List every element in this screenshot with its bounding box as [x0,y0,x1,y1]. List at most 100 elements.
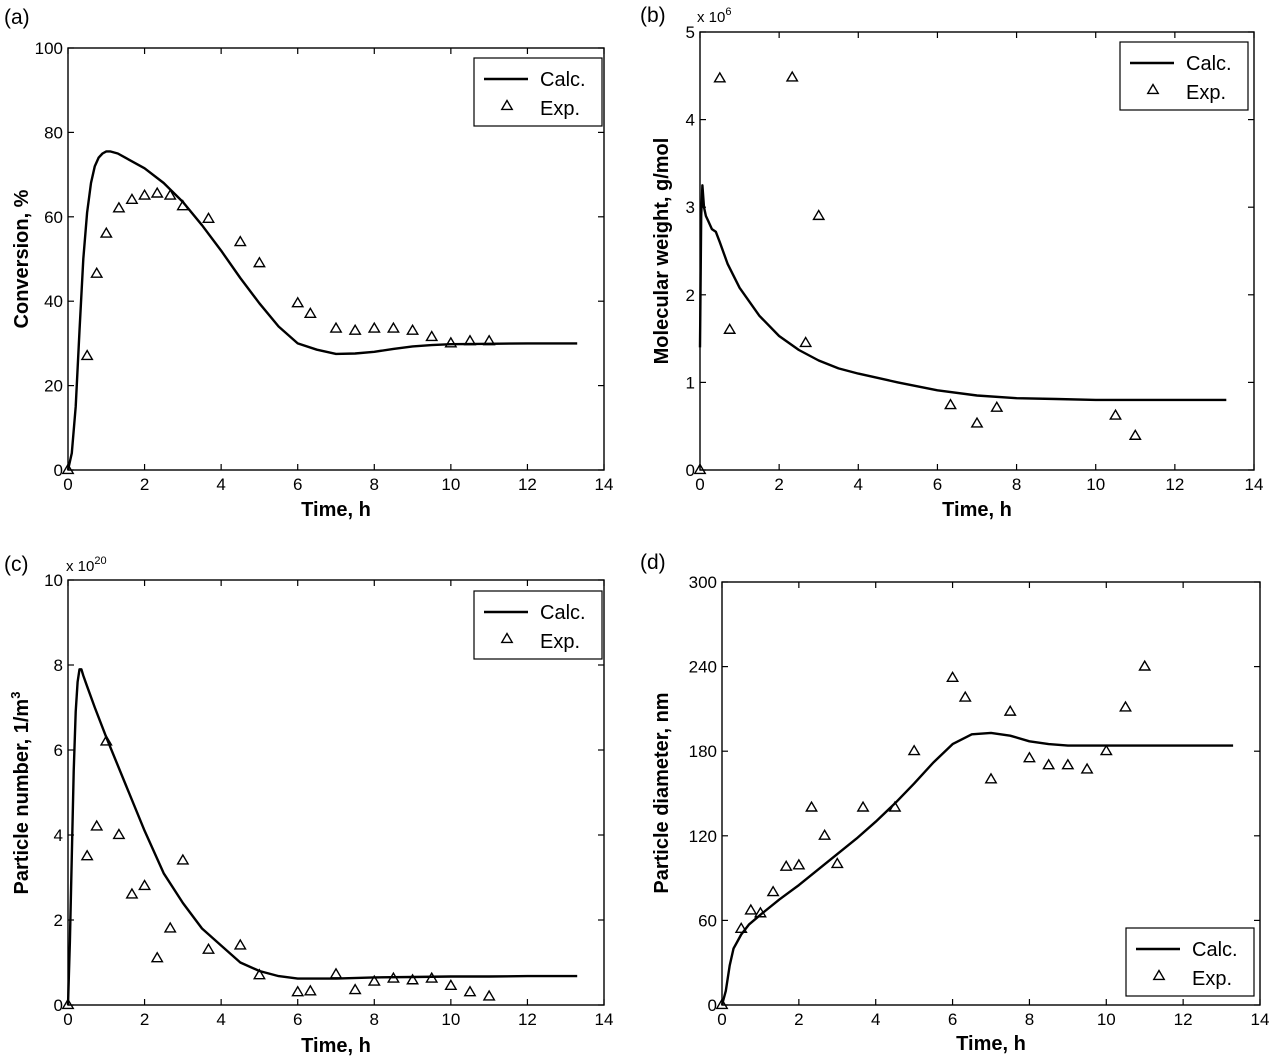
legend-box [1119,41,1249,111]
exp-point [984,772,998,784]
panel-label: (a) [4,6,30,29]
exp-point [348,323,362,335]
exp-point [329,321,343,333]
y-tick-label: 60 [44,208,63,227]
series-calc-line [698,184,1227,402]
legend: Calc. Exp. [473,57,603,127]
exp-point [818,828,832,840]
x-tick-label: 0 [695,475,704,494]
legend-entry-calc: Calc. [540,602,586,624]
legend-entry-exp: Exp. [1186,82,1226,104]
exp-point [291,985,305,997]
exp-point [715,998,729,1010]
y-tick-label: 6 [54,741,63,760]
exp-point [112,828,126,840]
x-tick-label: 10 [1086,475,1105,494]
axis-multiplier: x 1020 [66,555,107,575]
exp-point [693,463,707,475]
axis-multiplier-exponent: 6 [725,6,731,18]
legend-entry-exp: Exp. [1192,968,1232,990]
exp-point [202,212,215,224]
exp-point [163,921,177,933]
legend-entry-calc: Calc. [540,69,586,91]
exp-point [303,306,317,318]
exp-point [799,336,813,348]
y-tick-label: 5 [686,23,695,42]
x-tick-label: 8 [1012,475,1021,494]
x-tick-label: 14 [1251,1010,1269,1029]
y-tick-label: 100 [35,39,63,58]
legend-marker-swatch [500,632,514,644]
y-tick-label: 0 [708,996,717,1015]
series-calc-line [66,150,578,471]
y-tick-label: 10 [44,571,63,590]
x-tick-label: 0 [717,1010,726,1029]
x-tick-label: 8 [1025,1010,1034,1029]
y-tick-label: 0 [54,461,63,480]
panel-label: (d) [640,551,666,574]
y-tick-label: 20 [44,377,63,396]
panel-a: (a) 0 2 4 6 8 10 12 14 0 20 40 60 80 100 Time, h Convers… [4,6,613,521]
exp-point [723,322,737,334]
exp-point [99,734,113,746]
y-tick-label: 0 [686,461,695,480]
exp-point [970,416,984,428]
y-axis-label: Molecular weight, g/mol [651,138,673,365]
y-tick-label: 4 [686,111,695,130]
exp-point [61,463,75,475]
legend-marker-swatch [1146,83,1160,95]
exp-point [406,323,420,335]
legend-marker-swatch [500,99,514,111]
exp-point [150,951,164,963]
y-tick-label: 3 [686,198,695,217]
exp-point [753,906,767,918]
exp-point [1042,758,1056,770]
y-tick-label: 240 [689,658,717,677]
exp-point [958,690,972,702]
y-axis-label: Particle number, 1/m3 [8,692,33,895]
exp-point [163,188,177,200]
exp-point [792,858,806,870]
exp-point [329,967,343,979]
exp-point [785,70,799,82]
exp-point [386,321,400,333]
panel-d: (d) 0 2 4 6 8 10 12 14 0 60 120 180 240 300 Time, h Part… [640,551,1269,1055]
exp-point [990,400,1004,412]
exp-point [907,744,921,756]
exp-point [348,983,362,995]
exp-point [1138,659,1152,671]
x-tick-label: 14 [595,475,614,494]
legend-box [1125,927,1255,997]
exp-point [90,266,104,278]
exp-point [713,71,727,83]
axis-multiplier-exponent: 20 [94,555,106,567]
plot-frame [67,47,605,471]
x-tick-label: 10 [1097,1010,1116,1029]
x-tick-label: 6 [293,475,302,494]
x-tick-label: 14 [1245,475,1264,494]
exp-point [233,235,247,247]
legend-entry-exp: Exp. [540,631,580,653]
legend: Calc. Exp. [1119,41,1249,111]
series-calc-line [66,668,578,1006]
legend: Calc. Exp. [1125,927,1255,997]
y-tick-label: 300 [689,573,717,592]
y-tick-label: 4 [54,826,63,845]
y-tick-label: 120 [689,827,717,846]
x-tick-label: 8 [370,475,379,494]
exp-point [482,989,496,1001]
x-tick-label: 2 [140,475,149,494]
exp-point [112,201,126,213]
exp-point [425,330,439,342]
exp-point [138,188,152,200]
x-tick-label: 0 [63,475,72,494]
legend-box [473,590,603,660]
y-tick-label: 1 [686,373,695,392]
y-tick-label: 2 [686,286,695,305]
plot-frame [67,579,605,1006]
exp-point [1119,700,1132,712]
x-tick-label: 10 [441,475,460,494]
exp-point [744,903,758,915]
exp-point [856,800,870,812]
